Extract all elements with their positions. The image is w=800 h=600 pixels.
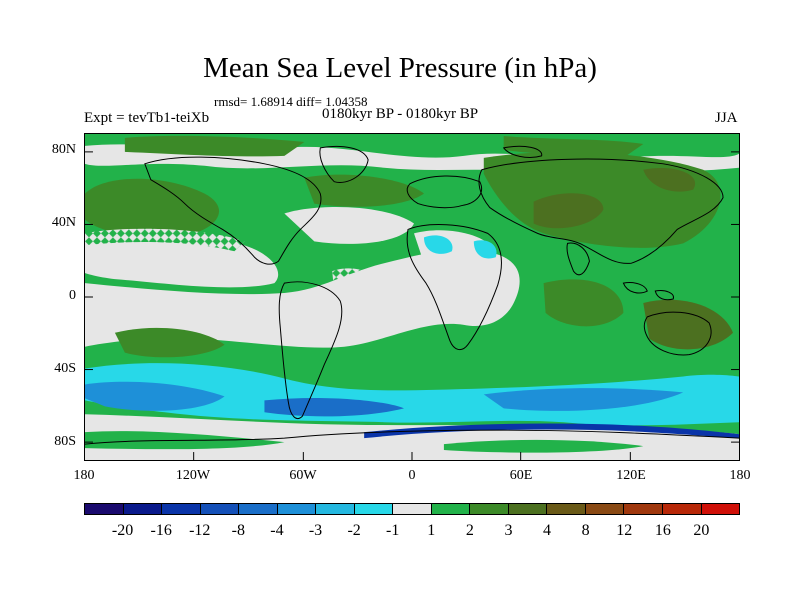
x-label-60w: 60W [289,468,317,483]
pressure-map [84,133,740,461]
rmsd-diff-stats: rmsd= 1.68914 diff= 1.04358 [214,94,368,109]
colorbar-label: -1 [386,522,400,539]
colorbar-box [200,504,240,514]
y-label-0: 0 [69,288,76,303]
colorbar-label: 3 [504,522,513,539]
colorbar-box [316,504,355,514]
field-so-blue1 [85,381,225,411]
x-label-120w: 120W [175,468,211,483]
colorbar-box [585,504,625,514]
field-so-deep [264,397,405,417]
field-so-blue2 [483,388,684,411]
colorbar-label: 2 [465,522,474,539]
colorbar-label: 12 [616,522,633,539]
colorbar-label: 1 [427,522,436,539]
colorbar-box [393,504,432,514]
y-label-40s: 40S [54,361,76,376]
colorbar-box [624,504,663,514]
field-arctic-dark [124,135,305,157]
colorbar-box [85,504,124,514]
x-label-180w: 180 [73,468,95,483]
field-natlantic-dark [304,174,424,207]
continents [85,145,739,445]
field-sahara-cyan [423,235,453,254]
field-arctic-dark2 [503,135,644,158]
colorbar-box [547,504,586,514]
field-antarctic-green2 [443,439,644,453]
colorbar-box [662,504,702,514]
colorbar-box [431,504,471,514]
colorbar-label: -4 [270,522,284,539]
colorbar-box [123,504,163,514]
field-spacific-dark [114,327,225,358]
colorbar-label: -3 [308,522,323,539]
field-npacific-dark [85,178,220,239]
colorbar-box [239,504,278,514]
colorbar-box [162,504,201,514]
y-label-80s: 80S [54,434,76,449]
colorbar-label: -12 [189,522,211,539]
axis-ticks [85,151,739,460]
colorbar-label: 16 [654,522,671,539]
colorbar-label: 20 [693,522,710,539]
colorbar-label: 4 [543,522,552,539]
field-equatorial-light [85,249,520,348]
colorbar-box [701,504,740,514]
colorbar-box [470,504,509,514]
field-hatch-1 [85,228,245,252]
colorbar-box [508,504,548,514]
field-eurasia-brown2 [643,168,696,192]
field-natl-light [284,206,414,244]
x-label-0: 0 [408,468,416,483]
colorbar-label: -16 [150,522,172,539]
experiment-label: Expt = tevTb1-teiXb [84,110,210,126]
colorbar-label: 8 [581,522,590,539]
plot-title: Mean Sea Level Pressure (in hPa) [203,52,597,84]
y-label-80n: 80N [51,142,76,157]
colorbar-box [277,504,317,514]
colorbar [84,503,740,515]
period-label: 0180kyr BP - 0180kyr BP [322,106,479,122]
colorbar-label: -8 [231,522,245,539]
colorbar-label: -2 [347,522,361,539]
season-label: JJA [715,110,738,126]
y-label-40n: 40N [51,215,76,230]
field-eurasia-brown [533,193,604,229]
field-antarctic-stripe [364,423,739,439]
colorbar-label: -20 [111,522,134,539]
x-label-180e: 180 [729,468,751,483]
colorbar-box [354,504,394,514]
x-label-60e: 60E [509,468,533,483]
field-sahara-cyan2 [473,240,497,259]
field-indian-dark [543,279,624,327]
x-label-120e: 120E [616,468,646,483]
